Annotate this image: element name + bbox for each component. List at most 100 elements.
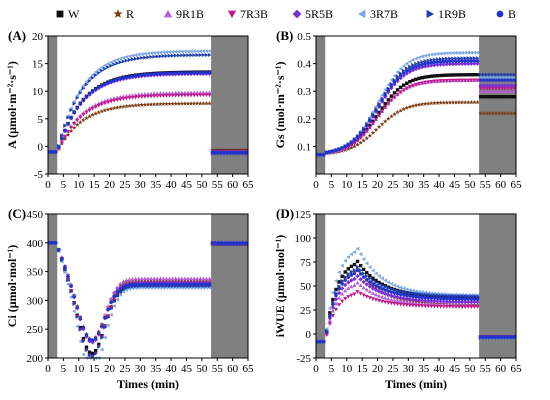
data-point bbox=[490, 110, 496, 116]
data-point bbox=[457, 297, 461, 301]
data-point bbox=[407, 300, 412, 305]
data-point bbox=[152, 54, 157, 59]
data-point bbox=[410, 103, 416, 108]
data-point bbox=[435, 79, 440, 84]
data-point bbox=[84, 115, 89, 121]
data-point bbox=[358, 291, 363, 296]
data-point bbox=[420, 54, 424, 59]
data-point bbox=[426, 53, 431, 58]
data-point bbox=[180, 282, 184, 286]
data-point bbox=[361, 267, 366, 272]
data-point bbox=[512, 110, 517, 116]
data-point bbox=[78, 316, 83, 320]
data-point bbox=[75, 118, 80, 123]
data-point bbox=[173, 90, 178, 95]
data-point bbox=[109, 60, 113, 65]
data-point bbox=[413, 82, 419, 87]
data-point bbox=[118, 104, 123, 110]
data-point bbox=[451, 73, 455, 77]
x-tick-label: 50 bbox=[196, 363, 208, 375]
x-tick-label: 55 bbox=[480, 179, 492, 191]
data-point bbox=[69, 125, 74, 130]
data-point bbox=[78, 88, 83, 93]
data-point bbox=[121, 289, 126, 294]
data-point bbox=[386, 82, 391, 87]
data-point bbox=[478, 86, 483, 91]
data-point bbox=[450, 50, 455, 56]
data-point bbox=[377, 285, 381, 290]
data-point bbox=[401, 299, 406, 304]
data-point bbox=[65, 132, 71, 137]
data-point bbox=[232, 241, 236, 246]
data-point bbox=[238, 150, 243, 155]
data-point bbox=[340, 291, 345, 296]
data-point bbox=[111, 105, 117, 111]
legend-entry: B bbox=[496, 7, 516, 21]
data-point bbox=[392, 298, 397, 302]
chart-panel: 0 5 10 15 20 25 30 35 40 45 50 55 60 65-505101520(A)A… bbox=[5, 28, 254, 191]
data-point bbox=[488, 72, 492, 77]
data-point bbox=[152, 91, 157, 96]
data-point bbox=[407, 59, 412, 64]
data-point bbox=[69, 116, 73, 120]
data-point bbox=[352, 283, 357, 287]
data-point bbox=[451, 293, 455, 298]
data-point bbox=[485, 95, 489, 99]
data-point bbox=[466, 78, 471, 83]
data-point bbox=[448, 297, 452, 301]
data-point bbox=[204, 70, 209, 75]
data-point bbox=[370, 286, 376, 291]
data-point bbox=[99, 65, 104, 70]
data-point bbox=[339, 286, 345, 291]
legend-entry: 7R3B bbox=[227, 7, 268, 21]
data-point bbox=[192, 90, 197, 95]
data-point bbox=[420, 59, 425, 64]
data-point bbox=[201, 101, 206, 106]
data-point bbox=[78, 119, 83, 125]
data-point bbox=[475, 59, 480, 63]
data-point bbox=[417, 81, 422, 86]
data-point bbox=[112, 303, 116, 309]
data-point bbox=[100, 324, 104, 328]
data-point bbox=[109, 306, 114, 311]
data-point bbox=[469, 294, 474, 299]
data-point bbox=[355, 138, 360, 143]
data-point bbox=[509, 335, 514, 339]
data-point bbox=[487, 75, 492, 80]
data-point bbox=[429, 74, 434, 78]
data-point bbox=[349, 271, 354, 276]
data-point bbox=[355, 246, 360, 251]
data-point bbox=[491, 335, 495, 339]
data-point bbox=[413, 303, 419, 308]
data-point bbox=[183, 53, 187, 58]
data-point bbox=[102, 63, 107, 68]
data-point bbox=[419, 298, 425, 303]
data-point bbox=[330, 305, 336, 310]
data-point bbox=[493, 110, 499, 116]
data-point bbox=[423, 59, 428, 64]
data-point bbox=[130, 103, 135, 108]
data-point bbox=[136, 95, 141, 100]
data-point bbox=[136, 52, 141, 57]
data-point bbox=[401, 73, 406, 78]
data-point bbox=[447, 61, 453, 67]
data-point bbox=[179, 90, 184, 95]
data-point bbox=[204, 90, 209, 95]
data-point bbox=[349, 269, 354, 274]
data-point bbox=[333, 278, 338, 284]
data-point bbox=[198, 90, 203, 95]
data-point bbox=[364, 135, 370, 141]
data-point bbox=[370, 291, 375, 295]
data-point bbox=[69, 295, 73, 300]
data-point bbox=[506, 110, 511, 116]
data-point bbox=[358, 268, 363, 273]
data-point bbox=[423, 80, 428, 85]
data-point bbox=[115, 293, 120, 298]
data-point bbox=[386, 301, 391, 305]
series-b bbox=[47, 70, 249, 155]
data-point bbox=[121, 279, 126, 284]
data-point bbox=[130, 53, 135, 58]
data-point bbox=[137, 282, 141, 287]
data-point bbox=[367, 296, 372, 300]
data-point bbox=[100, 68, 104, 73]
